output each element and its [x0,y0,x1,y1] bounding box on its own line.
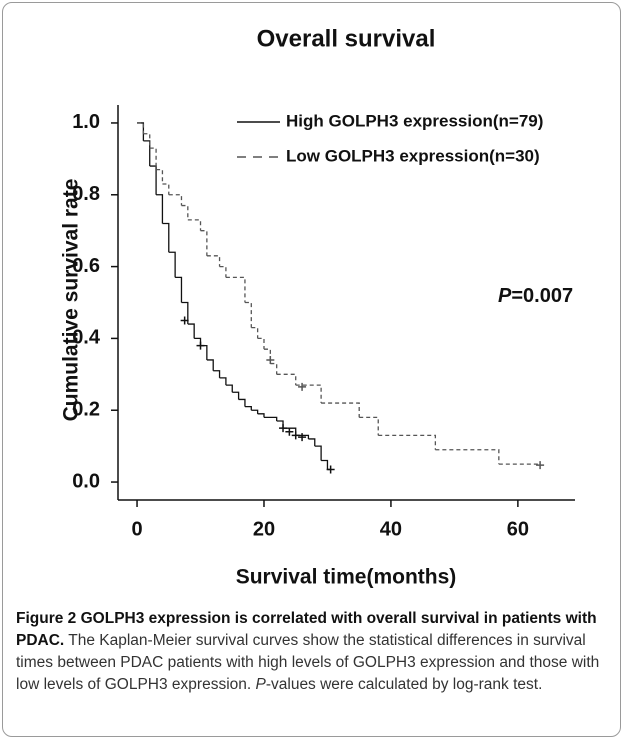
km-step [276,373,297,386]
km-step [314,445,322,461]
y-tick-label: 0.6 [72,255,100,277]
km-step [206,255,221,267]
y-tick-label: 1.0 [72,111,100,133]
km-step [244,301,252,328]
km-step [321,402,360,418]
km-step [137,122,145,141]
x-axis-label: Survival time(months) [236,566,457,589]
km-step [378,434,437,450]
censor-mark [279,424,288,433]
km-step [276,420,284,429]
km-step [137,122,145,134]
caption-italic: P [255,676,266,693]
x-tick-label: 20 [253,518,275,540]
x-tick-label: 60 [507,518,529,540]
caption-rest: -values were calculated by log-rank test… [265,676,543,693]
censor-mark [326,465,335,474]
caption-heading: GOLPH3 expression is correlated with ove… [16,610,597,649]
y-tick-label: 0.8 [72,183,100,205]
km-step [295,434,310,439]
km-step [359,416,379,436]
censor-mark [291,431,300,440]
km-step [232,391,240,400]
km-step [149,147,157,170]
x-tick-label: 0 [131,518,142,540]
censor-mark [196,341,205,350]
km-step [143,140,151,167]
km-step [194,337,202,346]
km-step [143,133,151,149]
km-step [187,323,195,339]
y-tick-label: 0.4 [72,327,101,349]
p-symbol: P [498,285,512,307]
chart: Overall survival Survival time(months) C… [60,25,575,589]
p-value: P=0.007 [498,285,573,307]
km-step [213,370,221,378]
y-tick-label: 0.2 [72,399,100,421]
censor-mark [298,433,307,442]
km-step [181,204,189,220]
km-step [187,219,202,231]
km-step [162,222,170,253]
km-step [257,413,265,418]
km-step [225,276,246,303]
km-step [257,337,265,350]
censor-mark [180,316,189,325]
censor-mark [266,355,275,364]
censor-mark [298,382,307,391]
legend-label: Low GOLPH3 expression(n=30) [286,146,540,165]
km-step [251,326,259,339]
km-step [168,251,176,278]
caption-label: Figure 2 [16,610,77,627]
km-step [308,438,316,447]
km-step [238,398,246,407]
km-step [263,416,278,421]
km-step [149,165,157,195]
caption-text: The Kaplan-Meier survival curves show th… [16,632,600,693]
km-step [200,230,208,256]
km-step [200,344,208,360]
km-step [168,194,183,206]
chart-title: Overall survival [257,25,436,52]
km-step [206,359,214,371]
legend-label: High GOLPH3 expression(n=79) [286,111,543,130]
km-step [175,276,183,303]
km-step [435,449,500,465]
km-step [156,194,164,224]
km-step [219,265,227,278]
km-step [162,183,170,195]
censor-mark [536,461,545,470]
censor-mark [285,427,294,436]
y-axis-label: Cumulative survival rate [60,179,83,422]
caption: Figure 2 GOLPH3 expression is correlated… [16,608,614,696]
km-step [295,384,322,404]
km-step [225,384,233,393]
x-tick-label: 40 [380,518,402,540]
km-step [181,301,189,325]
km-step [270,362,278,375]
p-text: =0.007 [511,285,573,307]
km-step [321,459,329,470]
km-step [263,348,271,364]
km-step [219,377,227,386]
km-step [244,405,252,411]
y-tick-label: 0.0 [72,470,100,492]
km-step [251,409,259,414]
km-step [156,168,164,184]
